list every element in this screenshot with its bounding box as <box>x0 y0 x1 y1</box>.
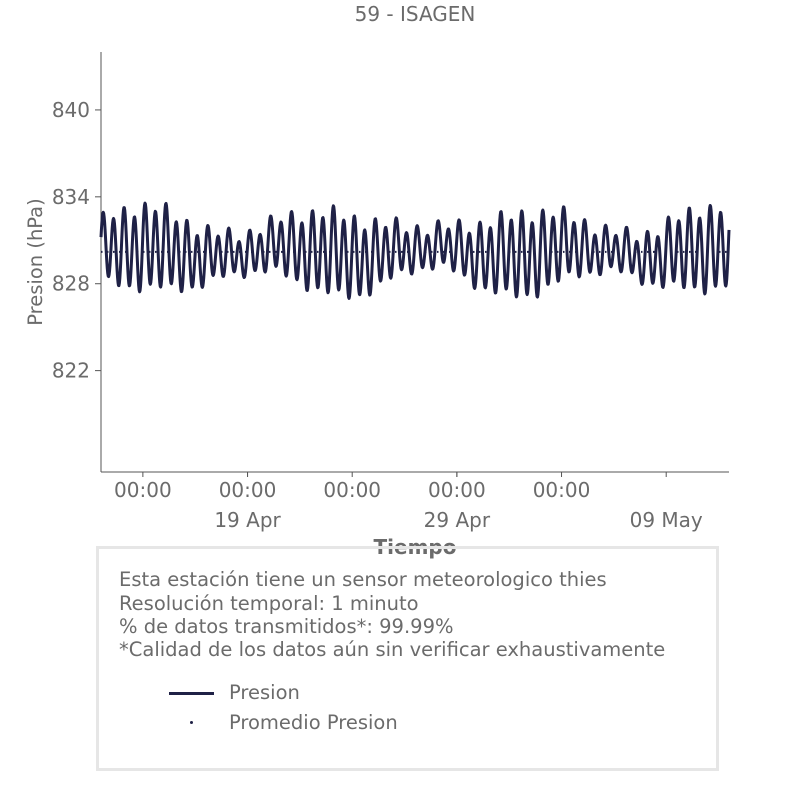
x-major-tick-label: 29 Apr <box>424 508 491 532</box>
info-transmitted: % de datos transmitidos*: 99.99% <box>119 615 454 638</box>
x-minor-tick-label: 00:00 <box>428 478 486 502</box>
y-tick-label: 828 <box>52 272 90 296</box>
info-box: Esta estación tiene un sensor meteorolog… <box>96 546 719 771</box>
legend-label-promedio: Promedio Presion <box>229 711 398 734</box>
legend-label-presion: Presion <box>229 681 300 704</box>
x-minor-tick-label: 00:00 <box>219 478 277 502</box>
y-axis-label: Presion (hPa) <box>24 198 47 325</box>
pressure-series-line <box>99 201 731 300</box>
x-major-tick-label: 09 May <box>630 508 703 532</box>
legend-dot-swatch <box>190 721 193 724</box>
x-major-tick-label: 19 Apr <box>214 508 281 532</box>
info-resolution: Resolución temporal: 1 minuto <box>119 592 419 615</box>
y-tick-label: 834 <box>52 185 90 209</box>
info-quality: *Calidad de los datos aún sin verificar … <box>119 638 666 661</box>
legend-line-swatch <box>169 692 214 695</box>
info-sensor: Esta estación tiene un sensor meteorolog… <box>119 568 607 591</box>
x-minor-tick-label: 00:00 <box>323 478 381 502</box>
x-minor-tick-label: 00:00 <box>533 478 591 502</box>
chart-title: 59 - ISAGEN <box>354 2 476 26</box>
x-minor-tick-label: 00:00 <box>114 478 172 502</box>
y-tick-label: 822 <box>52 359 90 383</box>
y-tick-label: 840 <box>52 98 90 122</box>
